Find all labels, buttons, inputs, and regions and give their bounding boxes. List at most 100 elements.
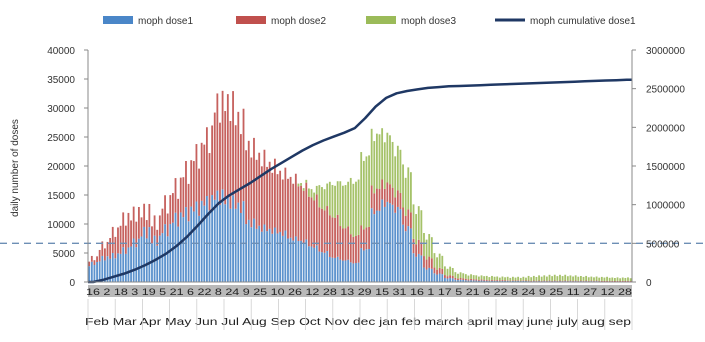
x-day-labels: 16 2 18 3 19 5 21 6 22 8 24 9 25 10 26 1… <box>86 287 632 298</box>
bar-dose2 <box>88 262 90 267</box>
bar-dose1 <box>339 260 341 282</box>
right-tick-label: 500000 <box>646 239 680 250</box>
bar-dose2 <box>151 226 153 243</box>
bar-dose3 <box>376 134 378 189</box>
bar-dose2 <box>324 210 326 252</box>
bar-dose2 <box>355 236 357 263</box>
bar-dose2 <box>434 268 436 274</box>
bar-dose2 <box>256 160 258 229</box>
bar-dose2 <box>499 280 501 281</box>
bar-dose2 <box>381 179 383 199</box>
bar-dose1 <box>271 234 273 282</box>
bar-dose2 <box>575 281 577 282</box>
bar-dose1 <box>452 278 454 282</box>
bar-dose2 <box>130 220 132 246</box>
bar-dose1 <box>295 236 297 282</box>
bar-dose1 <box>321 252 323 282</box>
bar-dose2 <box>154 215 156 235</box>
bar-dose3 <box>473 275 475 279</box>
left-tick-label: 5000 <box>53 249 76 260</box>
bar-dose1 <box>418 254 420 282</box>
bar-dose2 <box>491 280 493 281</box>
bar-dose2 <box>193 161 195 211</box>
bar-dose2 <box>366 227 368 249</box>
bar-dose1 <box>366 249 368 282</box>
bar-dose3 <box>543 275 545 280</box>
cumulative-dose1-line <box>88 80 632 282</box>
bar-dose2 <box>253 138 255 219</box>
bar-dose2 <box>303 191 305 243</box>
bar-dose3 <box>420 210 422 242</box>
bar-dose2 <box>379 189 381 211</box>
bar-dose1 <box>230 209 232 282</box>
bar-dose1 <box>96 262 98 282</box>
bar-dose3 <box>617 277 619 280</box>
bar-dose2 <box>418 240 420 254</box>
legend-label: moph dose3 <box>401 16 456 27</box>
bar-dose3 <box>468 276 470 280</box>
bar-dose3 <box>402 164 404 207</box>
bar-dose2 <box>143 204 145 227</box>
bar-dose2 <box>266 167 268 231</box>
bar-dose2 <box>308 197 310 247</box>
bar-dose2 <box>279 171 281 232</box>
bar-dose1 <box>431 269 433 282</box>
bar-dose2 <box>554 281 556 282</box>
bar-dose2 <box>172 193 174 223</box>
bar-dose3 <box>507 277 509 280</box>
bar-dose1 <box>420 255 422 282</box>
bar-dose2 <box>449 275 451 278</box>
left-tick-label: 40000 <box>47 46 75 57</box>
bar-dose3 <box>313 193 315 201</box>
bar-dose3 <box>494 277 496 281</box>
bar-dose2 <box>167 214 169 237</box>
bar-dose3 <box>570 275 572 280</box>
bar-dose3 <box>551 276 553 281</box>
bar-dose2 <box>447 276 449 278</box>
bar-dose1 <box>120 254 122 282</box>
bar-dose2 <box>601 281 603 282</box>
bar-dose2 <box>271 173 273 234</box>
bar-dose2 <box>185 161 187 207</box>
bar-dose1 <box>128 247 130 282</box>
bar-dose2 <box>114 237 116 258</box>
bar-dose3 <box>371 129 373 186</box>
bar-dose2 <box>470 279 472 280</box>
bar-dose3 <box>418 206 420 240</box>
bar-dose1 <box>386 202 388 282</box>
bar-dose1 <box>439 274 441 283</box>
bar-dose3 <box>622 278 624 281</box>
bar-dose1 <box>88 266 90 282</box>
x-axis-month-labels: Feb Mar Apr May Jun Jul Aug Sep Oct Nov … <box>85 299 632 330</box>
bar-dose3 <box>583 277 585 281</box>
bar-dose2 <box>159 215 161 235</box>
bar-dose2 <box>428 257 430 268</box>
bar-dose2 <box>332 217 334 257</box>
bar-dose1 <box>214 200 216 282</box>
x-axis-day-labels: 16 2 18 3 19 5 21 6 22 8 24 9 25 10 26 1… <box>86 287 632 298</box>
bar-dose2 <box>180 178 182 213</box>
bar-dose1 <box>350 262 352 282</box>
bar-dose1 <box>169 224 171 282</box>
bar-dose1 <box>240 213 242 282</box>
bar-dose2 <box>292 184 294 241</box>
bar-dose3 <box>298 184 300 187</box>
bar-dose3 <box>488 277 490 280</box>
bar-dose2 <box>104 248 106 260</box>
bar-dose1 <box>381 199 383 282</box>
bar-dose2 <box>475 279 477 280</box>
bar-marks <box>88 91 631 282</box>
bar-dose2 <box>240 134 242 213</box>
bar-dose2 <box>258 153 260 226</box>
bar-dose3 <box>439 254 441 268</box>
bar-dose3 <box>564 275 566 281</box>
bar-dose2 <box>295 174 297 237</box>
bar-dose1 <box>206 196 208 282</box>
bar-dose2 <box>611 281 613 282</box>
bar-dose3 <box>559 275 561 281</box>
bar-dose2 <box>462 278 464 280</box>
bar-dose2 <box>117 227 119 253</box>
bar-dose2 <box>321 209 323 252</box>
bar-dose3 <box>478 277 480 280</box>
y-axis-label: daily number of doses <box>10 119 21 217</box>
